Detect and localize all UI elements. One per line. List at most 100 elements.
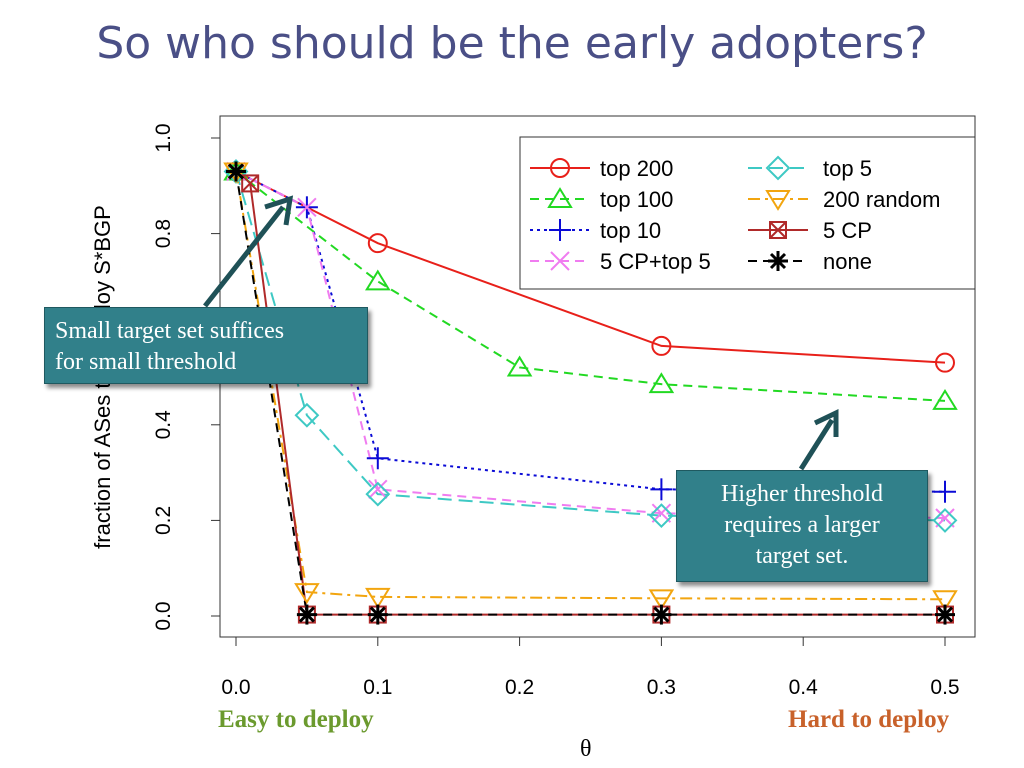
marker-shape	[935, 352, 955, 373]
point-top-5	[648, 503, 674, 529]
legend-entry-5-cp: 5 CP	[748, 218, 872, 243]
hard-to-deploy-label: Hard to deploy	[788, 706, 950, 733]
point-top-5	[932, 507, 958, 533]
x-tick-label: 0.5	[930, 676, 959, 699]
point-none	[226, 161, 246, 182]
callout-arrow-right-head	[813, 409, 839, 437]
marker-shape	[365, 269, 391, 291]
marker-shape	[653, 606, 670, 623]
legend-entry-top-200: top 200	[530, 156, 673, 181]
point-top-10	[366, 447, 389, 470]
marker-shape	[651, 335, 672, 356]
marker-shape	[241, 174, 259, 193]
legend-marker	[765, 190, 791, 211]
legend-box	[519, 136, 976, 290]
marker-shape	[769, 221, 787, 239]
legend-marker	[768, 251, 788, 271]
legend-marker	[769, 221, 787, 239]
legend-marker	[549, 219, 571, 241]
point-top-200	[367, 233, 388, 254]
legend-marker	[547, 187, 573, 208]
y-tick-label: 0.2	[152, 506, 175, 535]
callout-line: target set.	[755, 543, 849, 569]
point-top-10	[650, 478, 673, 501]
point-top-100	[648, 372, 675, 394]
marker-shape	[648, 503, 674, 529]
point-top-100	[365, 269, 391, 291]
point-top-5	[365, 481, 391, 507]
x-axis-label: θ	[580, 736, 592, 762]
point-none	[935, 604, 955, 625]
point-200-random	[365, 587, 391, 609]
x-tick-label: 0.0	[221, 676, 250, 699]
marker-shape	[769, 221, 787, 239]
marker-shape	[765, 190, 791, 211]
marker-shape	[506, 355, 533, 377]
marker-shape	[241, 174, 260, 193]
callout-small-threshold: Small target set suffices for small thre…	[44, 307, 368, 384]
marker-shape	[298, 606, 315, 623]
point-top-5	[294, 402, 320, 428]
point-5-cp-top-5	[368, 479, 388, 500]
callout-arrow-left	[203, 205, 285, 308]
marker-shape	[294, 402, 320, 428]
legend-marker	[765, 155, 791, 181]
legend-label: top 5	[823, 156, 872, 181]
legend-entry-none: none	[748, 249, 872, 274]
callout-line: Small target set suffices	[55, 318, 285, 344]
marker-shape	[368, 479, 388, 500]
marker-shape	[367, 233, 388, 254]
marker-shape	[765, 155, 791, 181]
legend-label: none	[823, 249, 872, 274]
marker-shape	[227, 163, 245, 180]
legend-entry-5-cp-top-5: 5 CP+top 5	[530, 249, 711, 274]
callout-arrow-right	[798, 418, 835, 471]
legend-entry-top-100: top 100	[530, 187, 673, 212]
point-200-random	[294, 583, 320, 605]
legend-label: top 10	[600, 218, 661, 243]
point-none	[367, 604, 388, 625]
x-tick-label: 0.2	[505, 676, 534, 699]
legend-entry-top-5: top 5	[748, 155, 872, 181]
marker-shape	[932, 388, 958, 410]
marker-shape	[932, 507, 958, 533]
point-200-random	[648, 589, 675, 611]
series-line-200-random	[235, 171, 946, 601]
legend-label: top 200	[600, 156, 673, 181]
marker-shape	[550, 158, 570, 178]
y-tick-label: 0.0	[152, 601, 175, 630]
x-tick-label: 0.1	[363, 676, 392, 699]
marker-shape	[365, 481, 391, 507]
point-top-200	[651, 335, 672, 356]
legend-marker	[550, 251, 570, 271]
point-top-200	[935, 352, 955, 373]
marker-shape	[294, 583, 320, 605]
callout-arrows	[203, 195, 839, 471]
point-5-cp-top-5	[297, 197, 317, 218]
point-top-10	[934, 480, 956, 503]
point-200-random	[932, 590, 958, 612]
point-none	[651, 604, 672, 625]
point-top-100	[932, 388, 958, 410]
legend-label: top 100	[600, 187, 673, 212]
y-tick-label: 1.0	[152, 123, 175, 152]
marker-shape	[550, 251, 570, 271]
legend-label: 5 CP+top 5	[600, 249, 711, 274]
callout-line: Higher threshold	[721, 481, 883, 507]
y-tick-label: 0.4	[152, 410, 175, 440]
chart-legend: top 200 top 100 top 10 5 CP+top 5 top 5 200 r…	[519, 136, 976, 290]
callout-higher-threshold: Higher threshold requires a larger targe…	[676, 470, 928, 582]
marker-shape	[932, 590, 958, 612]
easy-to-deploy-label: Easy to deploy	[218, 706, 374, 733]
series-line-top-100	[235, 170, 946, 402]
point-none	[296, 604, 317, 625]
marker-shape	[769, 252, 787, 270]
point-top-100	[506, 355, 533, 377]
chart-markers	[223, 159, 958, 625]
callout-arrow-left-head	[264, 195, 294, 226]
marker-shape	[648, 372, 675, 394]
legend-entry-200-random: 200 random	[748, 187, 940, 212]
x-tick-label: 0.4	[789, 676, 819, 699]
marker-shape	[648, 589, 675, 611]
